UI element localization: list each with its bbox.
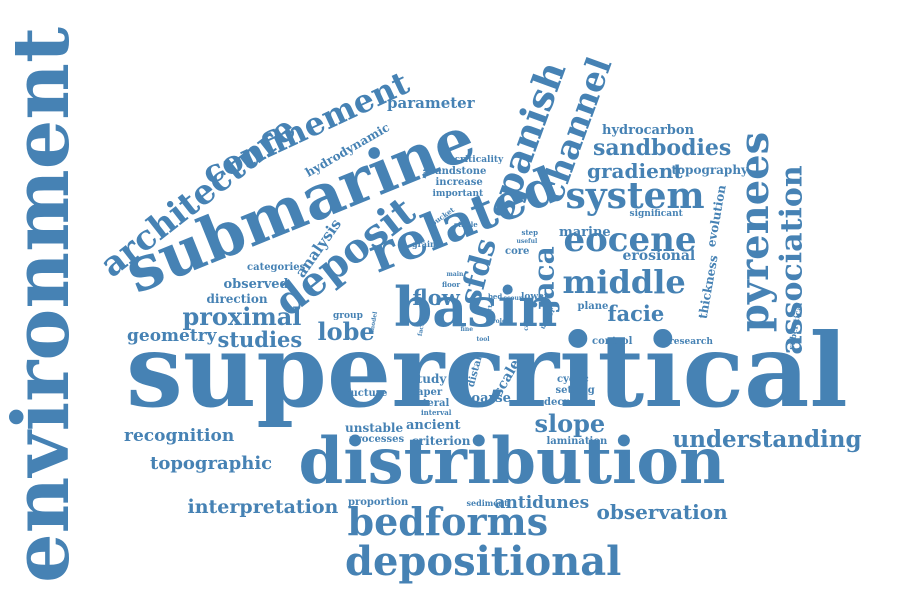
word-sediment: sediment xyxy=(466,498,508,508)
word-supercritical: supercritical xyxy=(126,310,848,430)
word-cyclic: cyclic xyxy=(557,374,589,385)
word-bed: bed xyxy=(488,291,503,301)
word-lateral: lateral xyxy=(412,398,450,409)
word-lamination: lamination xyxy=(546,436,608,447)
word-catsyn: catsyn xyxy=(522,309,530,331)
word-group: group xyxy=(333,310,363,321)
word-topographic: topographic xyxy=(150,453,273,474)
word-main: main xyxy=(446,271,464,278)
word-marine: marine xyxy=(559,224,611,240)
word-structure: structure xyxy=(335,388,388,399)
word-role: role xyxy=(492,318,506,325)
word-control: control xyxy=(592,336,633,347)
word-erosional: erosional xyxy=(622,248,696,264)
word-plane: plane xyxy=(577,301,609,312)
word-observation: observation xyxy=(596,500,728,524)
word-paper: paper xyxy=(410,387,443,398)
word-evolution: evolution xyxy=(703,183,729,249)
word-studies: studies xyxy=(217,326,303,352)
word-hydrocarbon: hydrocarbon xyxy=(602,122,695,138)
word-geometry: geometry xyxy=(127,325,217,346)
word-decrease: decrease xyxy=(544,397,594,408)
word-gradient: gradient xyxy=(587,159,683,183)
word-useful: useful xyxy=(516,238,538,245)
word-interpretation: interpretation xyxy=(187,495,339,518)
word-basin: basin xyxy=(394,275,558,339)
word-interval: interval xyxy=(421,407,452,417)
word-eocene: eocene xyxy=(563,220,697,260)
word-parameter: parameter xyxy=(387,93,475,112)
word-processes: processes xyxy=(349,434,405,445)
word-coarse: coarse xyxy=(463,390,511,406)
word-lower: lower xyxy=(521,291,549,302)
word-important: important xyxy=(432,188,484,199)
word-tool: tool xyxy=(476,336,490,343)
word-research: research xyxy=(669,336,713,347)
word-direction: direction xyxy=(206,292,268,306)
word-scour: scour xyxy=(503,295,523,302)
word-increase: increase xyxy=(435,177,483,188)
word-facie: facie xyxy=(607,300,665,326)
word-fine: fine xyxy=(460,326,474,333)
word-lobe: lobe xyxy=(317,317,375,346)
word-recognition: recognition xyxy=(124,425,235,446)
word-pyrenees: pyrenees xyxy=(731,131,779,333)
word-study: study xyxy=(410,372,447,386)
word-middle: middle xyxy=(562,263,686,301)
word-significant: significant xyxy=(629,208,683,219)
word-floor: floor xyxy=(442,279,461,289)
word-distribution: distribution xyxy=(298,424,726,499)
word-understanding: understanding xyxy=(672,425,862,453)
word-unstable: unstable xyxy=(345,421,404,435)
word-core: core xyxy=(505,246,530,257)
word-environment: environment xyxy=(0,26,88,584)
word-criterion: criterion xyxy=(411,434,471,448)
word-criticality: criticality xyxy=(454,154,504,165)
word-step: step xyxy=(521,227,539,237)
word-proportion: proportion xyxy=(348,497,409,508)
word-sandbodies: sandbodies xyxy=(593,135,732,161)
word-ancient: ancient xyxy=(406,417,461,433)
word-slope: slope xyxy=(534,409,606,438)
word-bedforms: bedforms xyxy=(347,499,549,544)
word-proximal: proximal xyxy=(182,302,302,331)
word-flow: flow xyxy=(412,284,460,310)
word-antidunes: antidunes xyxy=(494,492,590,513)
word-setting: setting xyxy=(555,385,595,396)
word-stable: stable xyxy=(454,219,478,229)
word-topography: topography xyxy=(671,163,749,177)
word-depositional: depositional xyxy=(345,538,622,585)
word-categories: categories xyxy=(247,262,306,273)
word-observed: observed xyxy=(223,276,289,292)
word-system: system xyxy=(565,175,705,217)
word-grain: grain xyxy=(412,239,436,249)
word-sandstone: sandstone xyxy=(429,166,487,177)
